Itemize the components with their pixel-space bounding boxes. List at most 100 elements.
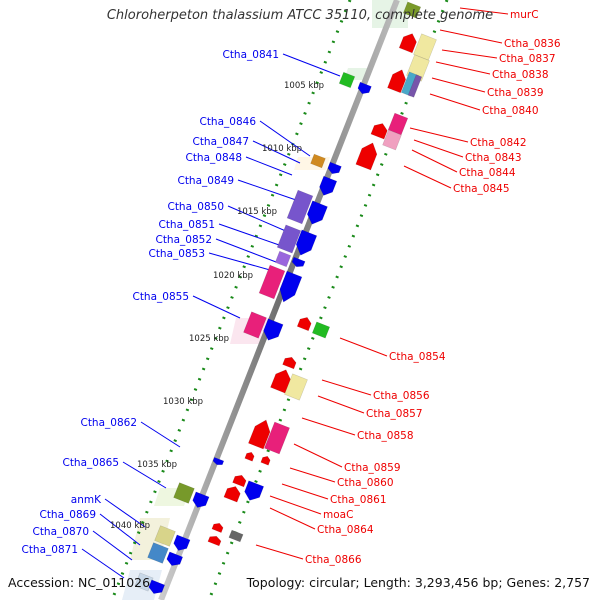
leader-line xyxy=(192,295,241,319)
feature-block xyxy=(276,224,302,254)
leader-line xyxy=(259,120,311,157)
feature-block xyxy=(387,112,409,136)
feature-block xyxy=(284,373,308,401)
leader-line xyxy=(269,495,322,515)
reverse-gene-label: moaC xyxy=(323,509,353,521)
reverse-gene-label: Ctha_0837 xyxy=(499,53,556,65)
leader-line xyxy=(411,149,458,173)
leader-line xyxy=(269,507,316,530)
feature-block xyxy=(310,153,326,169)
leader-line xyxy=(218,223,283,247)
kbp-tick-label: 1040 kbp xyxy=(110,521,150,531)
forward-gene-label: Ctha_0855 xyxy=(132,291,189,303)
forward-gene-label: Ctha_0865 xyxy=(62,457,119,469)
leader-line xyxy=(431,77,486,93)
reverse-gene-label: Ctha_0845 xyxy=(453,183,510,195)
feature-block xyxy=(338,71,356,89)
forward-gene-label: Ctha_0869 xyxy=(39,509,96,521)
forward-gene-label: Ctha_0870 xyxy=(32,526,89,538)
feature-block xyxy=(258,264,286,300)
reverse-gene-label: Ctha_0839 xyxy=(487,87,544,99)
forward-gene xyxy=(319,175,338,196)
reverse-gene-label: murC xyxy=(510,9,539,21)
feature-block xyxy=(264,421,290,455)
forward-gene xyxy=(291,256,306,268)
forward-gene-label: Ctha_0851 xyxy=(158,219,215,231)
feature-block xyxy=(274,250,292,268)
forward-gene xyxy=(244,480,265,501)
forward-gene-label: Ctha_0849 xyxy=(177,175,234,187)
leader-line xyxy=(252,140,301,164)
reverse-gene xyxy=(355,142,378,171)
feature-block xyxy=(154,525,176,547)
reverse-gene xyxy=(260,455,271,466)
kbp-tick-label: 1035 kbp xyxy=(137,460,177,470)
kbp-tick-label: 1030 kbp xyxy=(163,397,203,407)
feature-block xyxy=(173,482,195,504)
reverse-gene xyxy=(207,535,222,547)
feature-block xyxy=(407,74,423,98)
feature-block xyxy=(400,71,420,97)
reverse-gene xyxy=(282,356,297,370)
kbp-tick-label: 1015 kbp xyxy=(237,207,277,217)
leader-line xyxy=(435,61,491,75)
kbp-tick-label: 1020 kbp xyxy=(213,271,253,281)
leader-line xyxy=(289,467,336,483)
feature-block xyxy=(382,129,402,151)
topology-label: Topology: circular; Length: 3,293,456 bp… xyxy=(246,575,590,590)
reverse-gene-label: Ctha_0856 xyxy=(373,390,430,402)
feature-block xyxy=(286,189,314,225)
forward-gene xyxy=(212,457,225,466)
forward-gene xyxy=(295,229,318,256)
leader-line xyxy=(409,127,469,143)
forward-gene xyxy=(357,81,372,95)
reverse-gene xyxy=(244,451,255,462)
leader-line xyxy=(317,395,365,414)
reverse-gene xyxy=(223,486,241,503)
forward-gene xyxy=(173,534,191,551)
leader-line xyxy=(81,548,125,579)
forward-gene-label: Ctha_0853 xyxy=(148,248,205,260)
leader-line xyxy=(215,238,277,263)
reverse-gene-label: Ctha_0857 xyxy=(366,408,423,420)
leader-line xyxy=(293,443,343,468)
leader-line xyxy=(122,461,167,489)
forward-gene-label: Ctha_0862 xyxy=(80,417,137,429)
reverse-gene xyxy=(398,33,417,54)
forward-gene-label: Ctha_0850 xyxy=(167,201,224,213)
forward-gene-label: Ctha_0871 xyxy=(21,544,78,556)
forward-gene xyxy=(148,579,166,594)
leader-line xyxy=(99,513,141,546)
forward-gene-label: anmK xyxy=(71,494,102,506)
feature-block xyxy=(402,1,422,19)
leader-line xyxy=(413,139,464,158)
reverse-gene-label: Ctha_0859 xyxy=(344,462,401,474)
forward-gene xyxy=(166,551,184,566)
kbp-tick-label: 1005 kbp xyxy=(284,81,324,91)
leader-line xyxy=(245,156,293,176)
leader-line xyxy=(301,417,356,436)
leader-line xyxy=(255,544,304,560)
feature-block xyxy=(413,33,437,61)
reverse-gene xyxy=(248,419,271,450)
forward-gene-label: Ctha_0846 xyxy=(199,116,256,128)
reverse-gene-label: Ctha_0861 xyxy=(330,494,387,506)
forward-gene-label: Ctha_0848 xyxy=(185,152,242,164)
leader-line xyxy=(339,337,388,357)
forward-gene xyxy=(279,270,303,303)
kbp-tick-label: 1025 kbp xyxy=(189,334,229,344)
reverse-gene xyxy=(211,522,224,533)
leader-line xyxy=(237,179,297,201)
kbp-tick-label: 1010 kbp xyxy=(262,144,302,154)
leader-line xyxy=(92,530,133,561)
reverse-gene-label: Ctha_0854 xyxy=(389,351,446,363)
reverse-gene-label: Ctha_0858 xyxy=(357,430,414,442)
reverse-gene xyxy=(232,474,247,488)
leader-line xyxy=(403,165,452,189)
reverse-gene-label: Ctha_0838 xyxy=(492,69,549,81)
map-title: Chloroherpeton thalassium ATCC 35110, co… xyxy=(106,8,494,23)
reverse-gene-label: Ctha_0836 xyxy=(504,38,561,50)
forward-gene xyxy=(263,318,284,341)
